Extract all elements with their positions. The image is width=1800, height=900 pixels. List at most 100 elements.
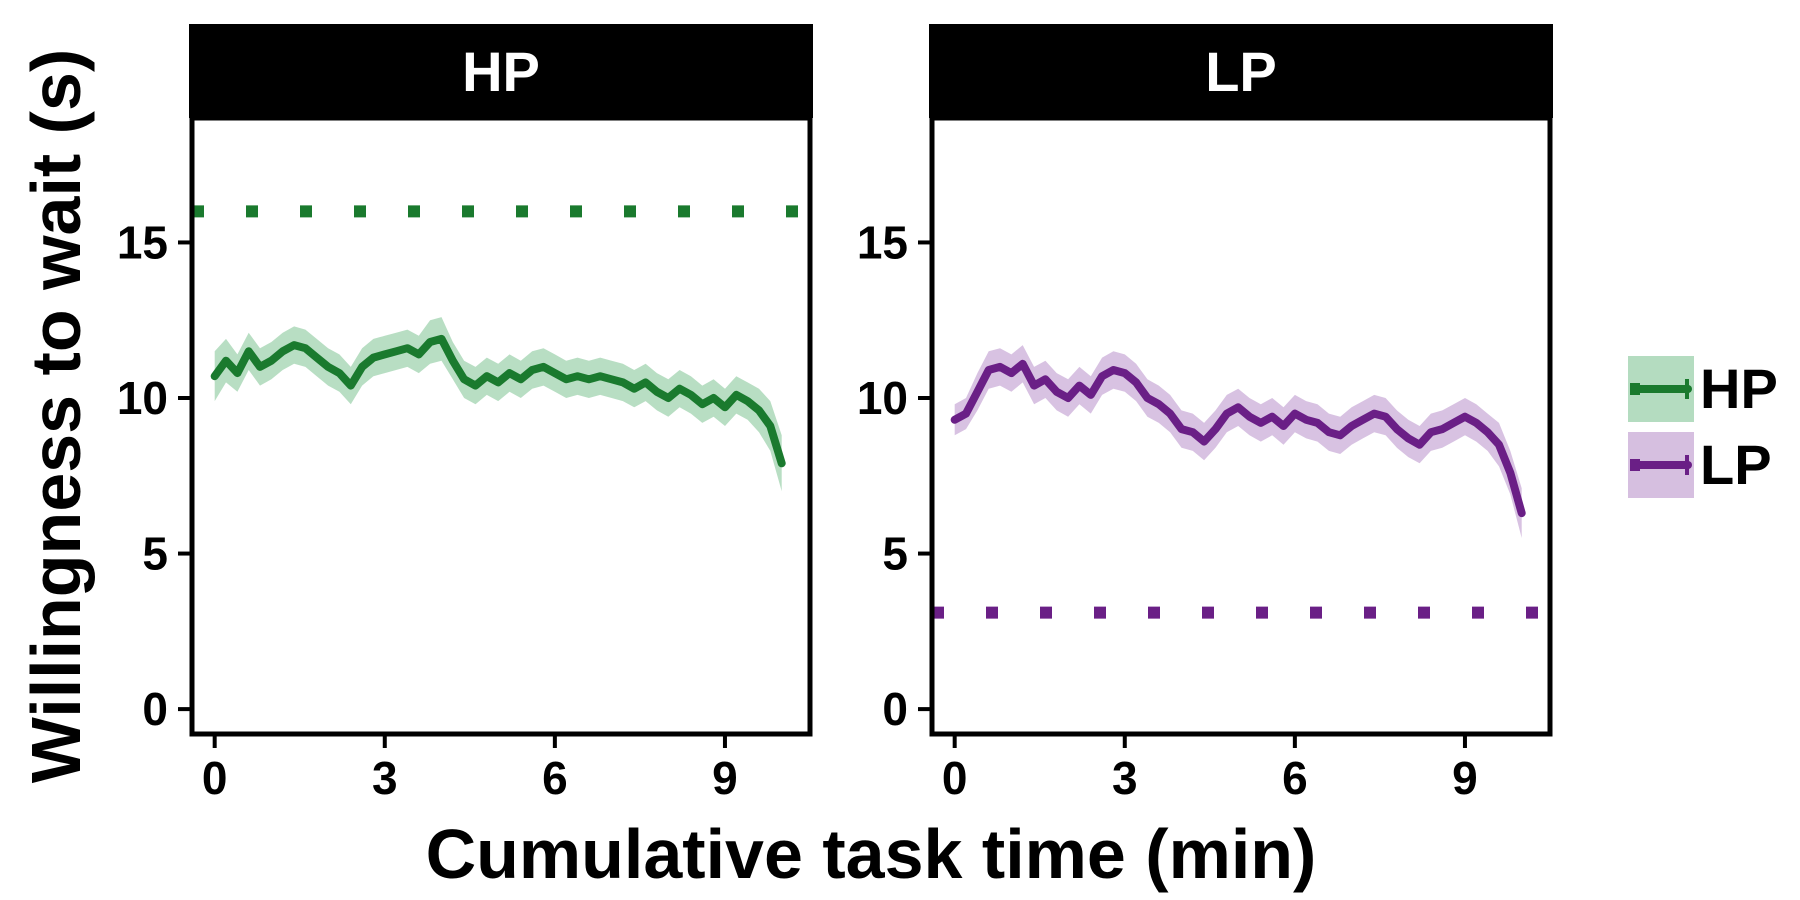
data-point [474, 385, 476, 387]
strip-background [189, 24, 813, 118]
data-point [1385, 416, 1387, 418]
legend-item-hp: HP [1628, 356, 1778, 422]
data-point [497, 381, 499, 383]
data-point [1203, 441, 1205, 443]
confidence-band [954, 345, 1522, 538]
data-point [214, 375, 216, 377]
data-point [554, 372, 556, 374]
data-point [1249, 416, 1251, 418]
data-point [1090, 394, 1092, 396]
data-point [1464, 416, 1466, 418]
data-point [1498, 444, 1500, 446]
y-tick-label: 15 [117, 216, 168, 268]
data-point [769, 425, 771, 427]
data-point [1022, 363, 1024, 365]
y-tick-label: 15 [857, 216, 908, 268]
panel-border [929, 115, 1553, 737]
data-point [1169, 413, 1171, 415]
data-point [1419, 444, 1421, 446]
data-point [1180, 428, 1182, 430]
data-point [429, 341, 431, 343]
x-tick-label: 0 [942, 752, 968, 804]
data-point [622, 381, 624, 383]
data-point [316, 357, 318, 359]
data-point [1078, 385, 1080, 387]
data-point [656, 391, 658, 393]
data-point [1509, 472, 1511, 474]
data-point [1135, 381, 1137, 383]
data-point [1271, 416, 1273, 418]
data-point [781, 462, 783, 464]
data-point [361, 366, 363, 368]
data-point [965, 413, 967, 415]
panel-hp: HP 0 5 10 15 0 3 6 9 [117, 24, 813, 804]
data-point [1101, 375, 1103, 377]
data-point [395, 350, 397, 352]
data-point [667, 397, 669, 399]
data-point [406, 347, 408, 349]
legend-marker [1630, 383, 1640, 395]
data-point [1441, 428, 1443, 430]
data-point [520, 378, 522, 380]
data-point [509, 372, 511, 374]
data-point [611, 378, 613, 380]
data-point [1305, 419, 1307, 421]
data-point [1317, 422, 1319, 424]
data-point [713, 397, 715, 399]
data-point [1260, 422, 1262, 424]
data-point [735, 394, 737, 396]
legend: HP LP [1628, 356, 1778, 498]
x-axis-title: Cumulative task time (min) [426, 815, 1317, 893]
data-point [225, 360, 227, 362]
data-point [1192, 431, 1194, 433]
data-point [1044, 378, 1046, 380]
data-point [384, 353, 386, 355]
data-point [350, 385, 352, 387]
panel-border [189, 115, 813, 737]
data-point [304, 347, 306, 349]
y-axis-title: Willingness to wait (s) [17, 49, 95, 783]
data-point [1124, 372, 1126, 374]
panels-group: HP 0 5 10 15 0 3 6 9 LP 0 5 10 15 0 3 6 9 [117, 24, 1553, 804]
data-point [999, 366, 1001, 368]
data-point [988, 369, 990, 371]
data-point [679, 388, 681, 390]
data-point [701, 403, 703, 405]
data-point [1373, 413, 1375, 415]
data-point [236, 372, 238, 374]
strip-background [929, 24, 1553, 118]
legend-label: LP [1700, 433, 1772, 496]
data-point [270, 360, 272, 362]
data-point [452, 360, 454, 362]
legend-marker [1630, 459, 1640, 471]
x-tick-label: 9 [712, 752, 738, 804]
data-point [259, 366, 261, 368]
data-point [1475, 422, 1477, 424]
y-tick-label: 0 [882, 683, 908, 735]
data-point [1283, 425, 1285, 427]
data-point [1033, 385, 1035, 387]
data-point [1453, 422, 1455, 424]
data-point [1351, 425, 1353, 427]
data-point [690, 394, 692, 396]
x-tick-label: 3 [372, 752, 398, 804]
x-tick-label: 6 [1282, 752, 1308, 804]
y-tick-label: 10 [117, 372, 168, 424]
data-point [372, 357, 374, 359]
data-point [531, 369, 533, 371]
data-point [588, 378, 590, 380]
data-point [1396, 428, 1398, 430]
data-point [1158, 403, 1160, 405]
data-point [645, 381, 647, 383]
data-point [338, 372, 340, 374]
data-point [1521, 512, 1523, 514]
data-point [293, 344, 295, 346]
data-point [248, 350, 250, 352]
data-point [976, 391, 978, 393]
data-point [577, 375, 579, 377]
strip-label: LP [1205, 40, 1277, 103]
data-point [463, 378, 465, 380]
y-tick-label: 0 [142, 683, 168, 735]
data-point [1226, 413, 1228, 415]
